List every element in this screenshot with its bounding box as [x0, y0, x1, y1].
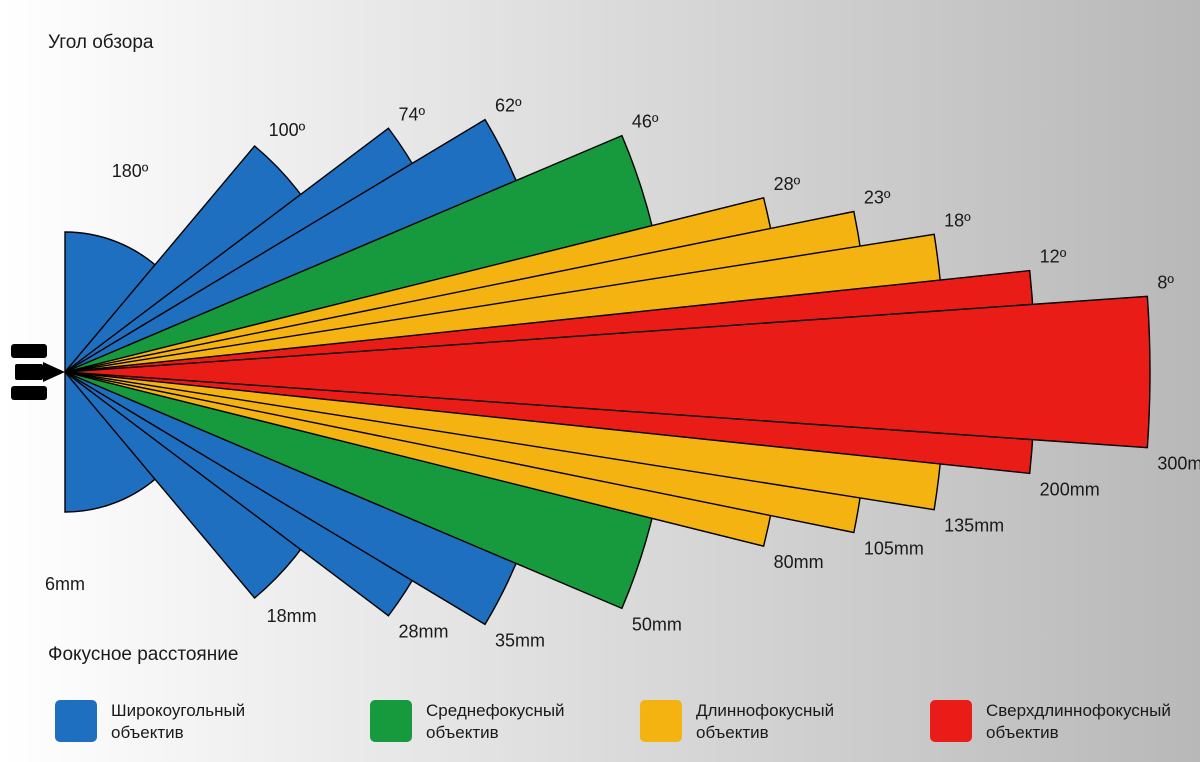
- focal-label: 105mm: [864, 538, 924, 558]
- angle-label: 12º: [1040, 247, 1067, 267]
- focal-label: 80mm: [774, 552, 824, 572]
- legend-swatch: [640, 700, 682, 742]
- focal-label: 50mm: [632, 614, 682, 634]
- angle-label: 74º: [398, 104, 425, 124]
- title-focal: Фокусное расстояние: [48, 644, 238, 665]
- legend-swatch: [55, 700, 97, 742]
- focal-label: 135mm: [944, 516, 1004, 536]
- legend-label: Широкоугольный: [111, 701, 245, 720]
- angle-label: 18º: [944, 210, 971, 230]
- angle-label: 62º: [495, 96, 522, 116]
- focal-label: 6mm: [45, 574, 85, 594]
- legend-label: объектив: [696, 723, 769, 742]
- focal-label: 28mm: [398, 622, 448, 642]
- angle-label: 100º: [269, 120, 306, 140]
- focal-label: 300mm: [1157, 454, 1200, 474]
- focal-label: 200mm: [1040, 479, 1100, 499]
- focal-label: 35mm: [495, 630, 545, 650]
- angle-label: 23º: [864, 188, 891, 208]
- legend-label: Сверхдлиннофокусный: [986, 701, 1171, 720]
- angle-label: 28º: [774, 174, 801, 194]
- title-angle: Угол обзора: [48, 32, 154, 53]
- legend-label: объектив: [111, 723, 184, 742]
- focal-label: 18mm: [267, 606, 317, 626]
- legend-swatch: [930, 700, 972, 742]
- legend-label: Среднефокусный: [426, 701, 565, 720]
- legend-label: Длиннофокусный: [696, 701, 834, 720]
- angle-label: 8º: [1157, 272, 1174, 292]
- legend-label: объектив: [426, 723, 499, 742]
- legend-label: объектив: [986, 723, 1059, 742]
- legend-swatch: [370, 700, 412, 742]
- angle-label: 180º: [112, 161, 149, 181]
- angle-label: 46º: [632, 112, 659, 132]
